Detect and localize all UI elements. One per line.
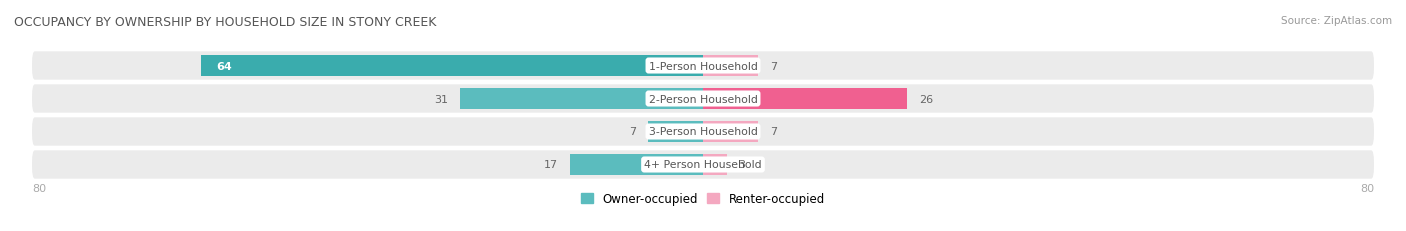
Text: 26: 26 [918, 94, 934, 104]
Text: OCCUPANCY BY OWNERSHIP BY HOUSEHOLD SIZE IN STONY CREEK: OCCUPANCY BY OWNERSHIP BY HOUSEHOLD SIZE… [14, 16, 436, 29]
Text: 80: 80 [1360, 183, 1374, 193]
FancyBboxPatch shape [32, 85, 1374, 113]
Text: 64: 64 [217, 61, 232, 71]
Bar [460, 89, 703, 109]
Text: 7: 7 [769, 127, 778, 137]
Legend: Owner-occupied, Renter-occupied: Owner-occupied, Renter-occupied [576, 188, 830, 210]
Bar [648, 122, 703, 142]
Text: Source: ZipAtlas.com: Source: ZipAtlas.com [1281, 16, 1392, 26]
Text: 7: 7 [769, 61, 778, 71]
Text: 1-Person Household: 1-Person Household [648, 61, 758, 71]
Bar [703, 122, 758, 142]
Text: 3-Person Household: 3-Person Household [648, 127, 758, 137]
Text: 3: 3 [738, 160, 745, 170]
Text: 80: 80 [32, 183, 46, 193]
Bar [569, 155, 703, 175]
FancyBboxPatch shape [32, 151, 1374, 179]
Text: 2-Person Household: 2-Person Household [648, 94, 758, 104]
Text: 31: 31 [434, 94, 449, 104]
Bar [703, 56, 758, 76]
FancyBboxPatch shape [32, 118, 1374, 146]
Bar [703, 155, 727, 175]
Text: 17: 17 [544, 160, 558, 170]
FancyBboxPatch shape [32, 52, 1374, 80]
Bar [201, 56, 703, 76]
Text: 4+ Person Household: 4+ Person Household [644, 160, 762, 170]
Text: 7: 7 [628, 127, 637, 137]
Bar [703, 89, 907, 109]
